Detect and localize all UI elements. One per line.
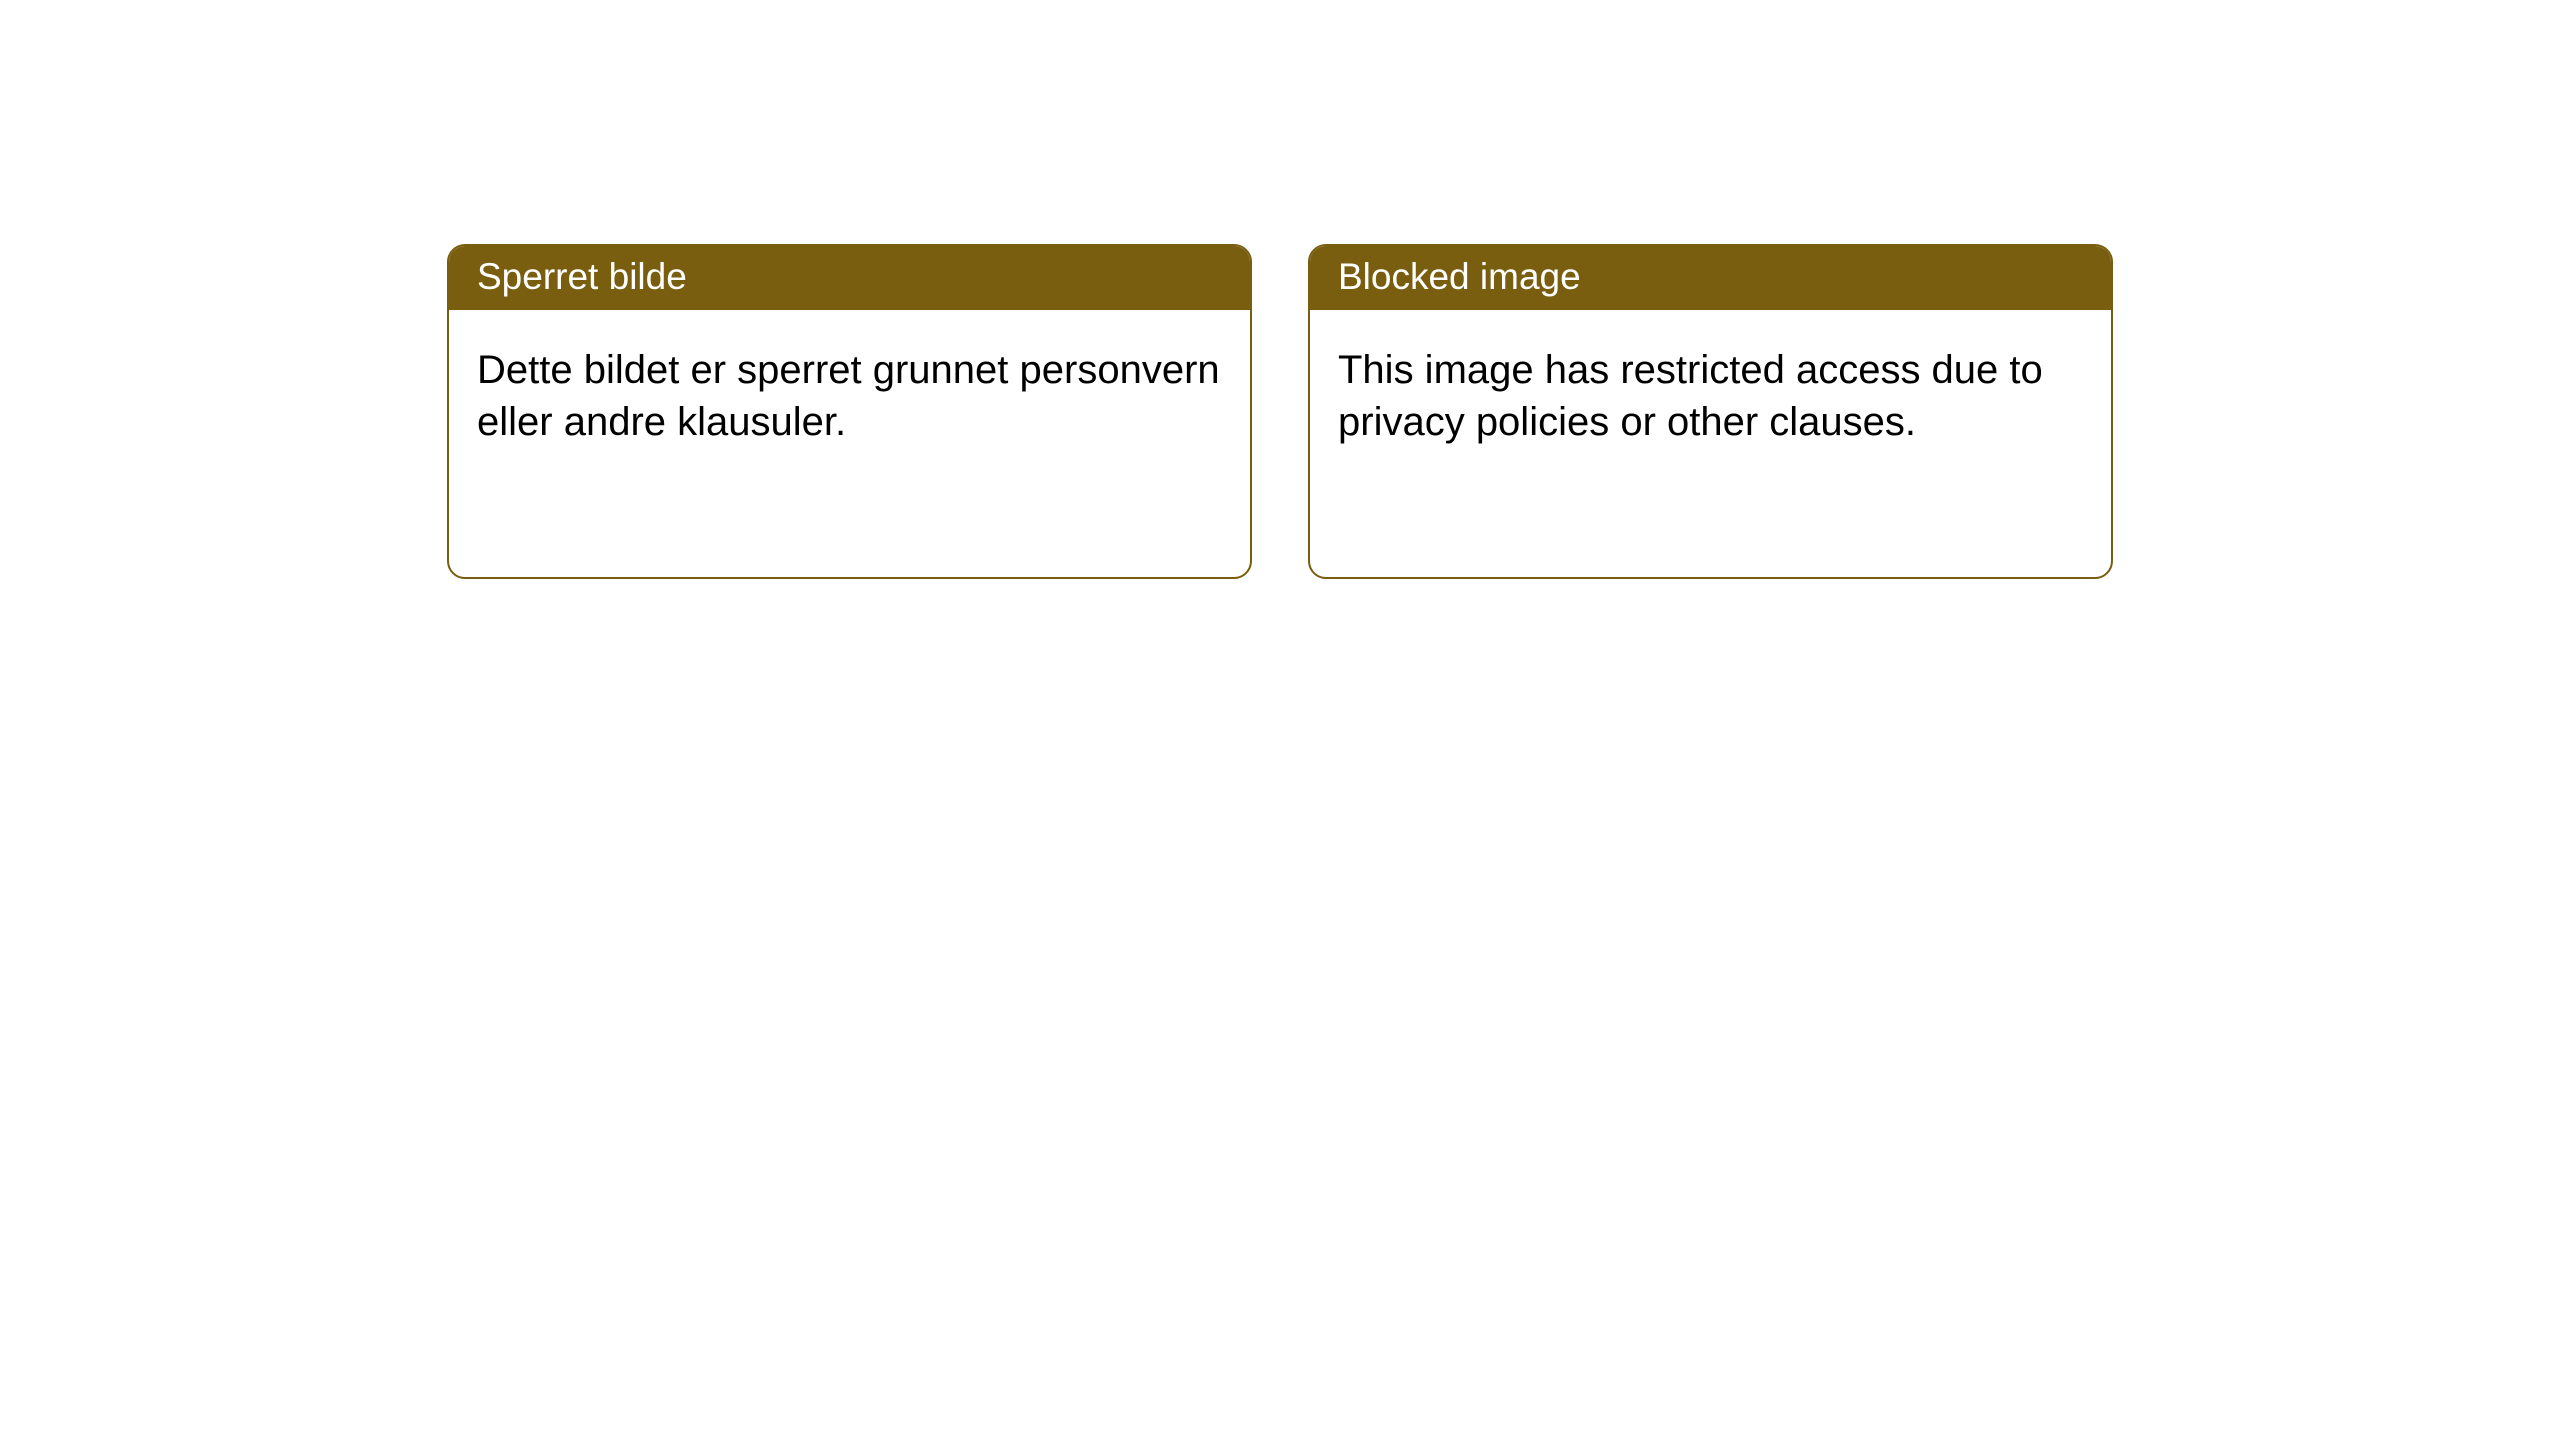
card-message: This image has restricted access due to …	[1338, 348, 2043, 444]
card-title: Blocked image	[1338, 256, 1581, 297]
blocked-image-card-en: Blocked image This image has restricted …	[1308, 244, 2113, 579]
card-message: Dette bildet er sperret grunnet personve…	[477, 348, 1220, 444]
card-header: Sperret bilde	[449, 246, 1250, 310]
blocked-image-card-no: Sperret bilde Dette bildet er sperret gr…	[447, 244, 1252, 579]
card-title: Sperret bilde	[477, 256, 687, 297]
notice-container: Sperret bilde Dette bildet er sperret gr…	[0, 0, 2560, 579]
card-header: Blocked image	[1310, 246, 2111, 310]
card-body: Dette bildet er sperret grunnet personve…	[449, 310, 1250, 482]
card-body: This image has restricted access due to …	[1310, 310, 2111, 482]
